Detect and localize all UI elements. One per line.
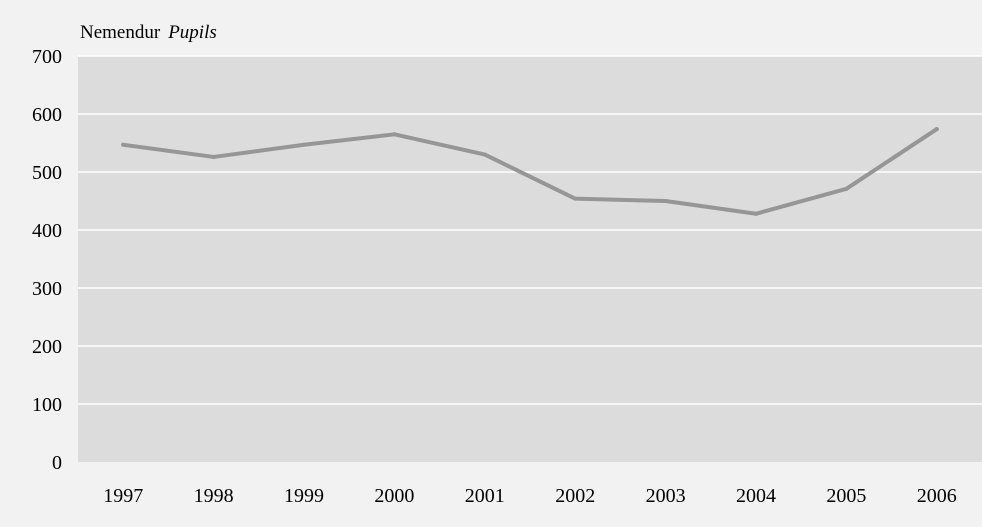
x-tick-label: 2005 <box>826 485 866 507</box>
data-point <box>211 154 216 159</box>
plot-area <box>78 56 982 462</box>
data-point <box>754 211 758 216</box>
y-tick-label: 500 <box>32 162 62 184</box>
x-tick-label: 1998 <box>194 485 234 507</box>
x-tick-label: 2001 <box>465 485 505 507</box>
y-axis-label-main: Nemendur <box>80 22 161 43</box>
x-axis-tick-labels: 1997 1998 1999 2000 2001 2002 2003 2004 2005 2006 <box>103 485 957 507</box>
y-axis-unit-label: Nemendur Pupils <box>80 22 217 43</box>
x-tick-label: 2003 <box>646 485 686 507</box>
x-tick-label: 2006 <box>917 485 957 507</box>
y-axis-tick-labels: 0 100 200 300 400 500 600 700 <box>32 46 62 474</box>
series-line <box>121 127 939 216</box>
y-tick-label: 400 <box>32 220 62 242</box>
data-point <box>302 142 306 147</box>
y-tick-label: 700 <box>32 46 62 68</box>
x-tick-label: 1999 <box>284 485 324 507</box>
x-tick-label: 2004 <box>736 485 776 507</box>
y-tick-label: 300 <box>32 278 62 300</box>
y-tick-label: 0 <box>52 452 62 474</box>
y-axis-label-secondary: Pupils <box>167 22 217 43</box>
y-tick-label: 600 <box>32 104 62 126</box>
data-point <box>573 196 578 201</box>
data-point <box>934 127 939 132</box>
series-group <box>121 127 939 216</box>
x-tick-label: 1997 <box>103 485 143 507</box>
data-point <box>482 152 487 157</box>
gridlines <box>78 55 982 405</box>
x-tick-label: 2002 <box>555 485 595 507</box>
data-point <box>663 199 668 203</box>
data-point <box>121 142 126 147</box>
x-tick-label: 2000 <box>374 485 414 507</box>
y-tick-label: 100 <box>32 394 62 416</box>
y-tick-label: 200 <box>32 336 62 358</box>
data-point <box>392 132 397 137</box>
data-point <box>844 186 849 191</box>
